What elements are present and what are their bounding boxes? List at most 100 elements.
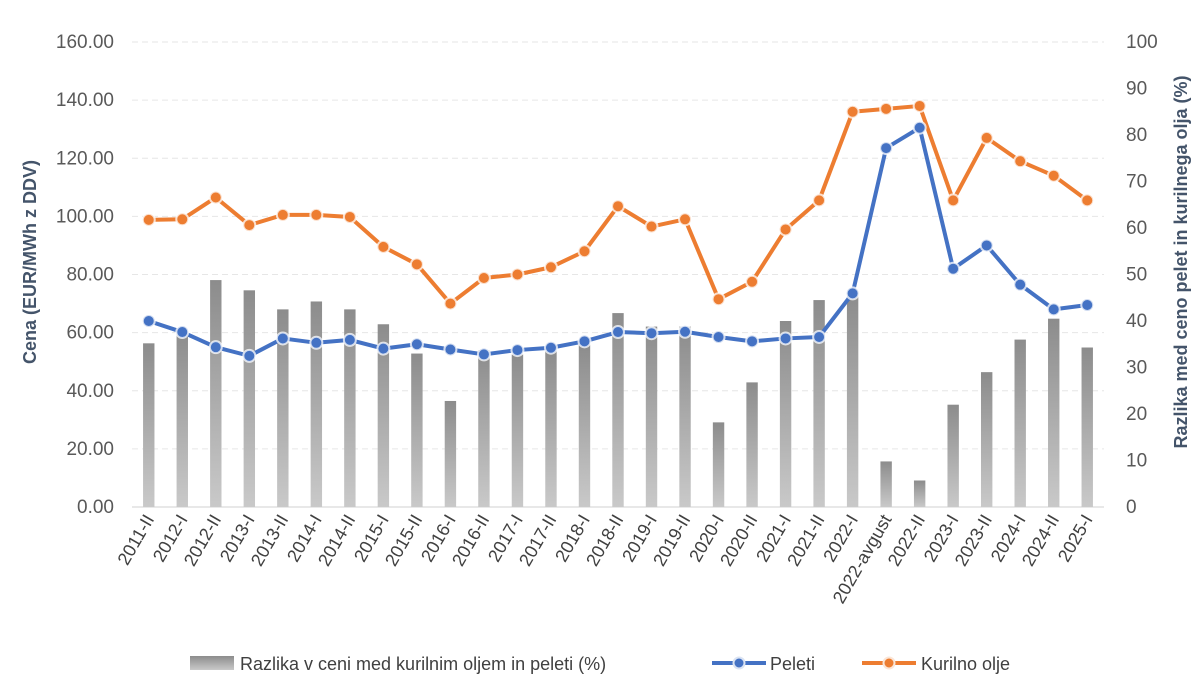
data-point [443,296,458,311]
data-point [275,207,290,222]
data-point [979,130,994,145]
bar [980,372,993,507]
data-point [845,286,860,301]
data-point [510,267,525,282]
bar [578,344,591,507]
data-point [644,326,659,341]
bar [1048,318,1060,507]
data-point [1013,277,1028,292]
data-point [309,207,324,222]
data-point [1046,168,1061,183]
y-tick-label-right: 20 [1126,404,1147,425]
bar [277,309,289,507]
x-tick-label: 2011-II [114,511,159,568]
bar [947,404,959,507]
y-tick-label-right: 40 [1126,311,1147,332]
y-tick-label-right: 80 [1126,125,1147,146]
data-point [879,141,894,156]
bar [545,350,557,507]
bar-series [143,280,1093,507]
data-point [141,314,156,328]
data-point [644,219,659,234]
bar [1081,347,1093,507]
data-point [812,329,827,344]
data-point [175,212,190,227]
data-point [979,238,994,253]
data-point [510,343,525,358]
y-tick-label-right: 10 [1126,451,1147,472]
data-point [812,193,827,208]
y-tick-label-left: 0.00 [77,497,114,518]
y-tick-label-right: 70 [1126,172,1147,193]
legend-label-kurilno-olje: Kurilno olje [921,654,1010,674]
y-tick-label-right: 30 [1126,358,1147,379]
data-point [745,334,760,349]
data-point [342,209,357,224]
data-point [611,199,625,214]
data-point [342,332,357,347]
data-point [778,331,793,346]
bar [712,422,725,507]
y-tick-label-left: 40.00 [66,381,114,402]
data-point [376,239,391,254]
bar [511,354,524,507]
legend-swatch-bars [190,656,234,670]
y-tick-label-right: 0 [1126,497,1137,518]
y-tick-label-right: 100 [1126,32,1158,53]
data-point [1080,193,1095,208]
data-point [946,193,961,208]
y-tick-label-left: 100.00 [56,206,114,227]
bar [846,295,859,507]
data-point [208,190,223,205]
legend-marker-kurilno-olje [882,656,896,670]
bar [1014,339,1026,507]
data-point [141,212,156,227]
bar [813,300,825,507]
bar [779,321,792,507]
left-axis-ticks: 0.00 20.00 40.00 60.00 80.00 100.00 120.00 140.… [56,32,114,518]
x-axis-ticks: 2011-II2012-I2012-II2013-I2013-II2014-I2… [114,511,1097,607]
data-point [175,325,190,340]
data-point [678,324,693,339]
legend-marker-peleti [732,656,746,670]
bar [344,309,356,507]
bar [176,330,188,507]
y-tick-label-left: 80.00 [66,265,114,286]
y-tick-label-left: 20.00 [66,439,114,460]
data-point [577,334,592,349]
data-point [611,325,625,340]
bar [411,353,423,507]
bar [478,350,490,507]
legend-label-peleti: Peleti [770,654,815,674]
bar [243,290,256,507]
y-tick-label-right: 50 [1126,265,1147,286]
data-point [879,101,894,116]
data-point [275,331,290,346]
data-point [443,342,458,357]
y-tick-label-left: 120.00 [56,148,114,169]
data-point [711,329,726,344]
bar [612,313,624,507]
data-point [845,104,860,119]
data-point [711,292,726,307]
y-tick-label-right: 90 [1126,79,1147,100]
data-point [745,274,760,289]
data-point [577,244,592,259]
legend-label-bars: Razlika v ceni med kurilnim oljem in pel… [240,654,606,674]
data-point [1046,302,1061,317]
bar [377,324,390,507]
y-tick-label-left: 60.00 [66,323,114,344]
y-tick-label-left: 140.00 [56,90,114,111]
data-point [242,348,257,363]
data-point [409,337,424,352]
legend: Razlika v ceni med kurilnim oljem in pel… [190,654,1010,674]
line-series [141,98,1095,363]
bar [310,301,323,507]
data-point [409,257,424,272]
bar [143,343,155,507]
data-point [543,260,558,275]
data-point [242,218,257,233]
data-point [376,341,391,356]
y-tick-label-left: 160.00 [56,32,114,53]
